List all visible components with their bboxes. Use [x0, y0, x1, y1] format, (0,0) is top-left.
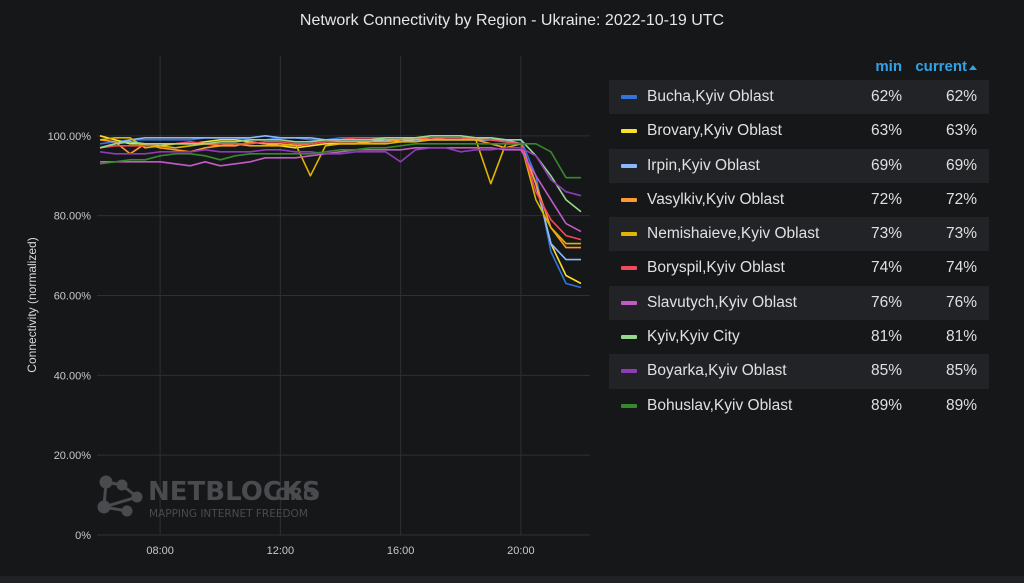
legend-series-name: Boryspil,Kyiv Oblast: [647, 259, 785, 277]
legend-series-name: Bucha,Kyiv Oblast: [647, 88, 774, 105]
legend-min-value: 85%: [870, 362, 902, 380]
grid: [97, 56, 590, 536]
legend-item[interactable]: Boryspil,Kyiv Oblast 74% 74%: [609, 251, 989, 285]
legend-column-current-label: current: [915, 58, 967, 75]
series-color-swatch: [621, 335, 637, 340]
y-tick-label: 40.00%: [54, 370, 92, 382]
series-color-swatch: [621, 403, 637, 408]
series-color-swatch: [621, 197, 637, 202]
legend-item[interactable]: Nemishaieve,Kyiv Oblast 73% 73%: [609, 217, 989, 252]
sort-ascending-icon: [969, 64, 977, 70]
axes: 0% 20.00% 40.00% 60.00% 80.00% 100.00% 08:00 12…: [48, 131, 535, 557]
legend-min-value: 81%: [870, 328, 902, 346]
legend-current-value: 81%: [945, 328, 977, 346]
legend-item[interactable]: Slavutych,Kyiv Oblast 76% 76%: [609, 285, 989, 321]
legend-current-value: 73%: [945, 225, 977, 243]
legend-series-name: Bohuslav,Kyiv Oblast: [647, 396, 793, 414]
netblocks-logo-icon: [97, 475, 143, 517]
legend-series-name: Boyarka,Kyiv Oblast: [647, 362, 787, 380]
x-tick-label: 08:00: [146, 545, 174, 557]
legend-series-name: Kyiv,Kyiv City: [647, 328, 740, 346]
x-tick-label: 16:00: [387, 545, 415, 557]
legend-column-min[interactable]: min: [875, 58, 902, 75]
watermark-brand: NETBLOCKS: [148, 477, 321, 507]
series-line[interactable]: [99, 143, 581, 179]
horizontal-scrollbar[interactable]: [0, 576, 1024, 583]
series-color-swatch: [621, 266, 637, 271]
legend: min current Bucha,Kyiv Oblast 62% 62% Brova…: [609, 56, 989, 423]
legend-current-value: 76%: [945, 293, 977, 311]
series-color-swatch: [621, 129, 637, 134]
y-tick-label: 0%: [75, 530, 91, 542]
netblocks-watermark: NETBLOCKS .ORG MAPPING INTERNET FREEDOM: [97, 475, 321, 520]
legend-min-value: 76%: [870, 293, 902, 311]
legend-min-value: 89%: [870, 396, 902, 414]
y-tick-label: 60.00%: [54, 291, 92, 303]
y-tick-label: 20.00%: [54, 450, 92, 462]
legend-series-name: Vasylkiv,Kyiv Oblast: [647, 190, 785, 208]
chart-title: Network Connectivity by Region - Ukraine…: [299, 12, 725, 29]
legend-header: min current: [609, 56, 989, 80]
legend-current-value: 62%: [945, 88, 977, 105]
series-color-swatch: [621, 95, 637, 99]
legend-column-current[interactable]: current: [915, 58, 977, 75]
legend-current-value: 63%: [945, 122, 977, 140]
legend-min-value: 74%: [870, 259, 902, 277]
legend-min-value: 73%: [870, 225, 902, 243]
legend-item[interactable]: Boyarka,Kyiv Oblast 85% 85%: [609, 354, 989, 389]
series-color-swatch: [621, 369, 637, 374]
legend-item[interactable]: Bucha,Kyiv Oblast 62% 62%: [609, 80, 989, 115]
legend-series-name: Nemishaieve,Kyiv Oblast: [647, 225, 820, 243]
legend-item[interactable]: Irpin,Kyiv Oblast 69% 69%: [609, 148, 989, 183]
x-tick-label: 20:00: [507, 545, 535, 557]
legend-item[interactable]: Brovary,Kyiv Oblast 63% 63%: [609, 114, 989, 148]
legend-series-name: Irpin,Kyiv Oblast: [647, 156, 760, 174]
watermark-suffix: .ORG: [269, 485, 317, 505]
legend-min-value: 72%: [870, 190, 902, 208]
series-line[interactable]: [99, 147, 582, 197]
series-color-swatch: [621, 300, 637, 305]
legend-current-value: 69%: [945, 156, 977, 174]
series-line[interactable]: [100, 147, 582, 233]
y-axis-label: Connectivity (normalized): [25, 237, 39, 372]
legend-min-value: 69%: [870, 156, 902, 174]
legend-min-value: 63%: [870, 122, 902, 140]
legend-current-value: 74%: [945, 259, 977, 277]
legend-current-value: 85%: [945, 362, 977, 380]
series-lines: [99, 135, 582, 289]
series-color-swatch: [621, 163, 637, 168]
series-color-swatch: [621, 232, 637, 237]
legend-series-name: Brovary,Kyiv Oblast: [647, 122, 782, 140]
series-line[interactable]: [99, 137, 581, 249]
x-tick-label: 12:00: [267, 545, 295, 557]
series-line[interactable]: [99, 135, 582, 213]
watermark-tagline: MAPPING INTERNET FREEDOM: [149, 508, 308, 520]
series-line[interactable]: [99, 137, 582, 289]
y-tick-label: 80.00%: [54, 211, 92, 223]
legend-current-value: 89%: [945, 396, 977, 414]
legend-min-value: 62%: [870, 88, 902, 105]
legend-item[interactable]: Vasylkiv,Kyiv Oblast 72% 72%: [609, 183, 989, 217]
series-line[interactable]: [99, 135, 582, 285]
legend-rows: Bucha,Kyiv Oblast 62% 62% Brovary,Kyiv Obla…: [609, 80, 989, 423]
y-tick-label: 100.00%: [48, 131, 92, 143]
legend-current-value: 72%: [945, 190, 977, 208]
legend-series-name: Slavutych,Kyiv Oblast: [647, 293, 797, 311]
series-line[interactable]: [99, 137, 581, 245]
legend-item[interactable]: Kyiv,Kyiv City 81% 81%: [609, 320, 989, 354]
legend-item[interactable]: Bohuslav,Kyiv Oblast 89% 89%: [609, 389, 989, 423]
